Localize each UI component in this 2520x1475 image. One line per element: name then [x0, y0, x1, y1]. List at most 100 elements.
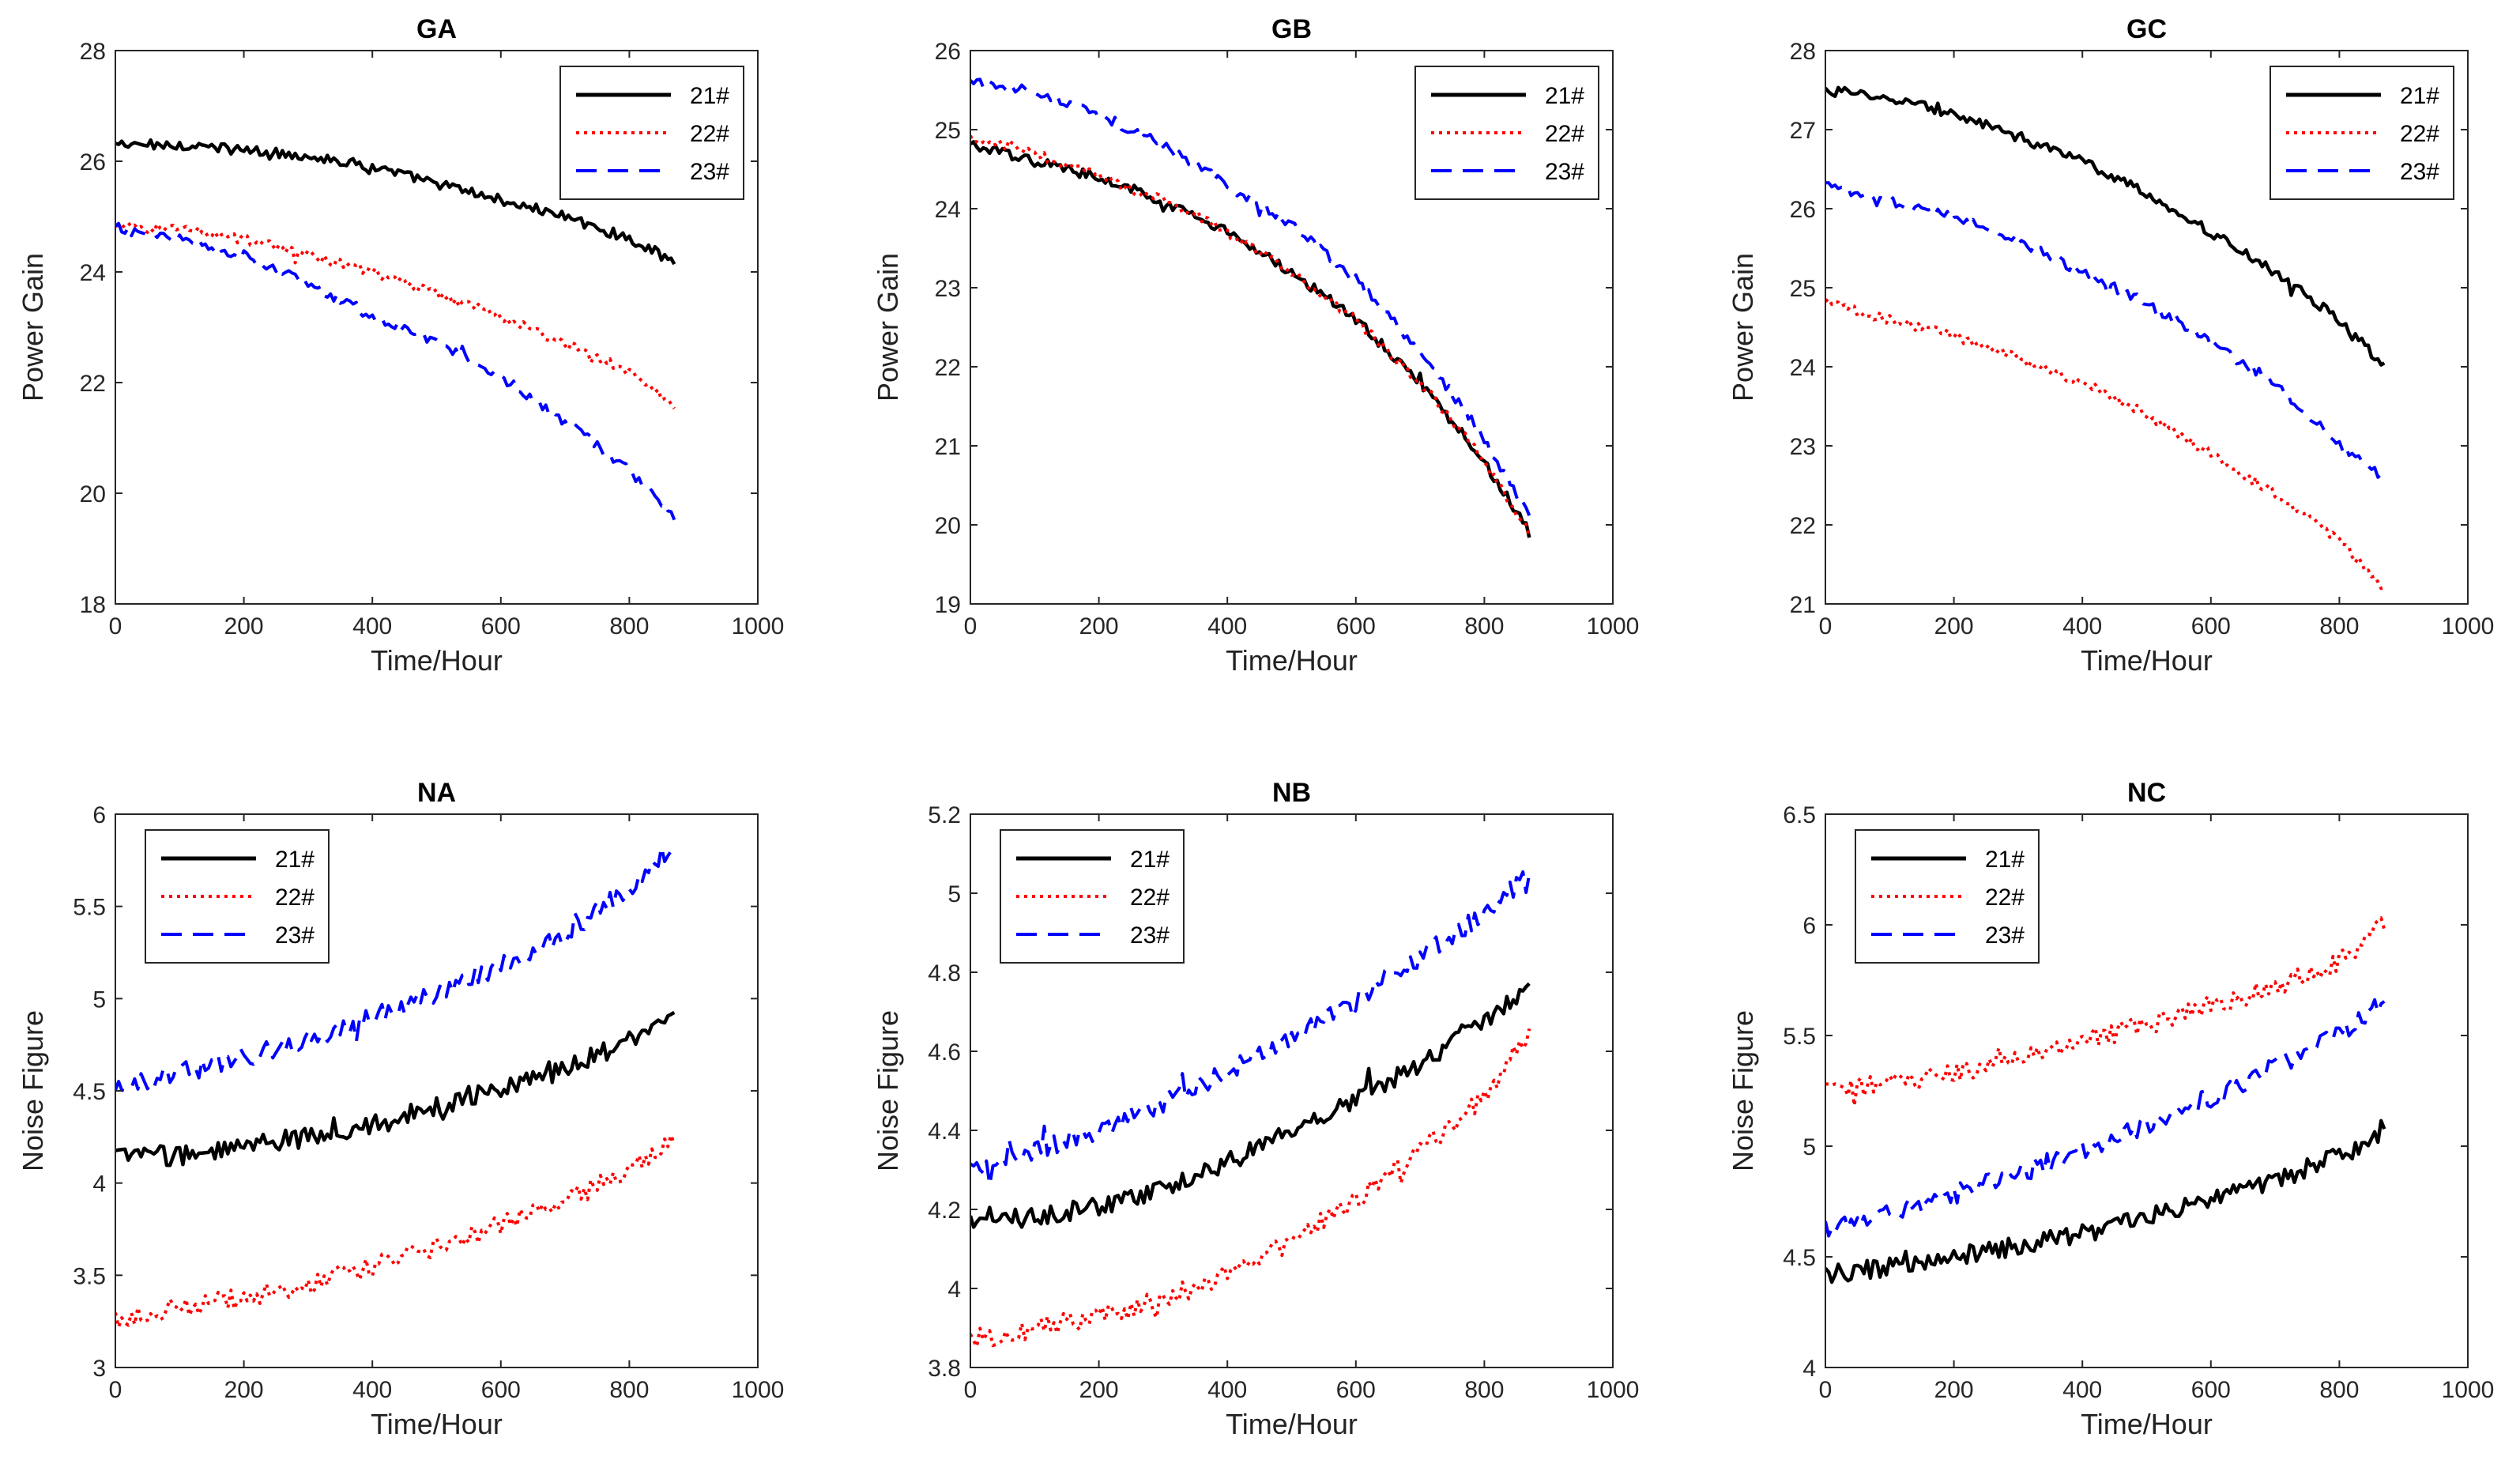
- y-tick-label: 27: [1790, 118, 1816, 144]
- y-tick-label: 21: [935, 434, 961, 460]
- legend-box: [2270, 66, 2454, 200]
- chart-title: GA: [416, 14, 457, 44]
- x-tick-label: 0: [109, 1377, 122, 1403]
- y-tick-label: 4: [1802, 1356, 1816, 1382]
- plot-frame: [970, 813, 1614, 1368]
- x-tick-label: 1000: [732, 1377, 785, 1403]
- y-tick-label: 25: [935, 118, 961, 144]
- x-axis-label: Time/Hour: [371, 644, 503, 677]
- y-axis-label: Noise Figure: [17, 1010, 49, 1171]
- panel-na: 0 200 400 600 800 1000 3 3.5 4 4.5 5 5.5 6 NA Time/Hou…: [17, 778, 784, 1440]
- legend-label: 23#: [1985, 922, 2025, 949]
- y-tick-label: 5: [1802, 1134, 1816, 1160]
- series-line-23: [970, 77, 1531, 516]
- legend: 21# 22# 23#: [559, 66, 744, 200]
- x-tick-label: 0: [1819, 613, 1833, 639]
- chart-title: GC: [2126, 14, 2167, 44]
- series-line-22: [115, 1134, 676, 1329]
- panel-gc: 0 200 400 600 800 1000 21 22 23 24 25 26 27 28 GC Time/…: [1727, 14, 2494, 677]
- y-tick-label: 18: [80, 592, 106, 618]
- x-tick-label: 800: [609, 613, 649, 639]
- x-tick-label: 200: [1079, 613, 1119, 639]
- y-axis-label: Noise Figure: [872, 1010, 904, 1171]
- legend: 21# 22# 23#: [1855, 829, 2040, 964]
- x-tick-label: 800: [609, 1377, 649, 1403]
- legend-label: 22#: [275, 885, 315, 911]
- y-tick-label: 24: [1790, 355, 1816, 381]
- legend: 21# 22# 23#: [1000, 829, 1185, 964]
- y-axis-label: Power Gain: [1727, 253, 1759, 402]
- chart-title: NA: [417, 778, 456, 808]
- legend-label: 21#: [275, 847, 315, 873]
- x-axis-label: Time/Hour: [371, 1408, 503, 1440]
- x-tick-label: 1000: [2442, 1377, 2495, 1403]
- panel-nc: 0 200 400 600 800 1000 4 4.5 5 5.5 6 6.5 NC Time/Hour…: [1727, 778, 2494, 1440]
- legend-label: 23#: [690, 159, 729, 185]
- y-tick-label: 25: [1790, 276, 1816, 302]
- x-axis-label: Time/Hour: [2081, 644, 2213, 677]
- x-tick-label: 800: [1464, 1377, 1504, 1403]
- y-tick-label: 20: [80, 481, 106, 507]
- y-tick-label: 21: [1790, 592, 1816, 618]
- legend-label: 22#: [690, 121, 729, 147]
- chart-title: NC: [2127, 778, 2166, 808]
- legend-label: 21#: [1985, 847, 2025, 873]
- series-line-21: [970, 982, 1531, 1229]
- legend: 21# 22# 23#: [145, 829, 330, 964]
- x-tick-label: 400: [352, 1377, 392, 1403]
- x-tick-label: 600: [1336, 613, 1376, 639]
- legend-label: 21#: [2400, 83, 2439, 109]
- y-tick-label: 28: [1790, 39, 1816, 65]
- legend: 21# 22# 23#: [2270, 66, 2454, 200]
- y-tick-label: 24: [935, 197, 961, 223]
- x-tick-label: 200: [224, 1377, 264, 1403]
- x-tick-label: 200: [1079, 1377, 1119, 1403]
- x-tick-label: 1000: [1587, 613, 1640, 639]
- legend-label: 22#: [1985, 885, 2025, 911]
- y-tick-label: 3.8: [928, 1356, 961, 1382]
- y-tick-label: 23: [1790, 434, 1816, 460]
- plot-frame: [1825, 813, 2469, 1368]
- legend-box: [1000, 829, 1185, 964]
- series-line-21: [115, 138, 676, 266]
- y-tick-label: 20: [935, 513, 961, 539]
- y-tick-label: 22: [80, 371, 106, 397]
- series-line-23: [1825, 181, 2386, 480]
- series-line-23: [1825, 998, 2386, 1238]
- x-tick-label: 400: [2062, 613, 2102, 639]
- x-tick-label: 0: [109, 613, 122, 639]
- x-tick-label: 1000: [2442, 613, 2495, 639]
- y-tick-label: 24: [80, 260, 106, 286]
- series-line-21: [115, 1010, 676, 1168]
- x-tick-label: 800: [2319, 613, 2359, 639]
- series-line-22: [1825, 297, 2386, 590]
- x-axis-label: Time/Hour: [1226, 644, 1358, 677]
- x-tick-label: 400: [2062, 1377, 2102, 1403]
- legend-label: 22#: [2400, 121, 2439, 147]
- x-tick-label: 400: [352, 613, 392, 639]
- y-tick-label: 26: [80, 149, 106, 175]
- y-tick-label: 4: [947, 1277, 961, 1303]
- x-tick-label: 800: [2319, 1377, 2359, 1403]
- series-line-23: [115, 845, 675, 1093]
- y-tick-label: 26: [935, 39, 961, 65]
- y-tick-label: 26: [1790, 197, 1816, 223]
- x-tick-label: 1000: [732, 613, 785, 639]
- series-line-22: [970, 1028, 1531, 1349]
- legend-label: 21#: [690, 83, 729, 109]
- legend-label: 23#: [1545, 159, 1584, 185]
- plot-frame: [115, 50, 759, 605]
- y-tick-label: 28: [80, 39, 106, 65]
- y-tick-label: 4.5: [1783, 1245, 1816, 1271]
- x-tick-label: 200: [1934, 613, 1974, 639]
- panel-gb: 0 200 400 600 800 1000 19 20 21 22 23 24 25 26 GB Time/…: [872, 14, 1639, 677]
- y-tick-label: 22: [935, 355, 961, 381]
- x-tick-label: 0: [964, 613, 977, 639]
- y-tick-label: 5: [92, 986, 106, 1013]
- y-tick-label: 5.5: [1783, 1024, 1816, 1050]
- legend: 21# 22# 23#: [1414, 66, 1599, 200]
- series-line-22: [115, 221, 676, 409]
- y-tick-label: 3.5: [73, 1263, 106, 1289]
- plot-frame: [1825, 50, 2469, 605]
- x-tick-label: 200: [1934, 1377, 1974, 1403]
